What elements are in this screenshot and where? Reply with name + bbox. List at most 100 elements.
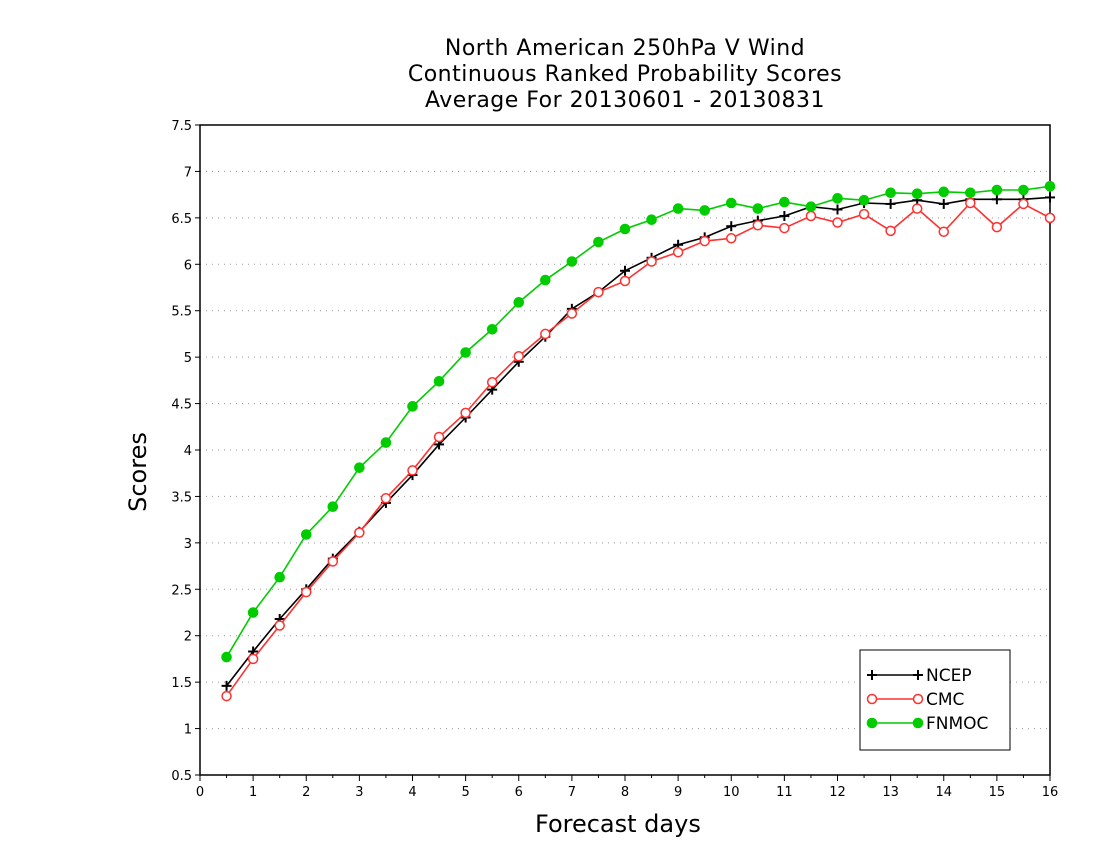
data-point-filled-circle xyxy=(619,223,631,235)
data-point-filled-circle xyxy=(1044,180,1056,192)
y-tick-label: 5.5 xyxy=(171,305,192,320)
data-point-open-circle xyxy=(460,407,471,419)
data-point-plus xyxy=(938,198,949,209)
data-point-filled-circle xyxy=(486,323,498,335)
x-tick-label: 16 xyxy=(1042,785,1059,800)
data-point-open-circle xyxy=(247,653,259,665)
x-tick-label: 6 xyxy=(515,785,523,800)
series-line xyxy=(225,185,1051,658)
data-point-open-circle xyxy=(938,226,949,238)
y-tick-label: 3.5 xyxy=(171,490,192,505)
legend-entry-cmc: CMC xyxy=(866,690,964,710)
data-point-filled-circle xyxy=(779,196,790,208)
data-point-filled-circle xyxy=(593,236,604,248)
y-tick-label: 6.5 xyxy=(171,212,192,227)
legend: NCEP CMC FNMOC xyxy=(859,649,1011,751)
data-point-plus xyxy=(867,670,877,680)
data-point-filled-circle xyxy=(221,651,232,663)
data-point-plus xyxy=(221,680,232,691)
data-point-filled-circle xyxy=(327,501,339,512)
legend-entry-fnmoc: FNMOC xyxy=(866,714,988,734)
data-point-open-circle xyxy=(885,225,896,237)
data-point-open-circle xyxy=(672,246,684,258)
data-point-filled-circle xyxy=(912,717,924,729)
data-point-filled-circle xyxy=(805,201,817,213)
data-point-filled-circle xyxy=(866,717,878,729)
x-tick-label: 14 xyxy=(935,785,952,800)
series-fnmoc xyxy=(221,180,1056,663)
data-point-filled-circle xyxy=(646,214,657,226)
x-tick-label: 11 xyxy=(776,785,793,800)
data-point-filled-circle xyxy=(965,187,976,199)
chart-title-line-2: Continuous Ranked Probability Scores xyxy=(407,62,843,87)
data-point-open-circle xyxy=(513,350,524,362)
data-point-open-circle xyxy=(752,220,764,231)
data-point-filled-circle xyxy=(858,194,870,206)
y-tick-label: 6 xyxy=(184,258,192,273)
data-point-filled-circle xyxy=(380,437,392,448)
data-point-open-circle xyxy=(726,233,737,244)
data-series xyxy=(221,180,1056,702)
data-point-filled-circle xyxy=(991,184,1003,196)
data-point-open-circle xyxy=(274,620,285,631)
legend-label: CMC xyxy=(926,690,964,710)
data-point-filled-circle xyxy=(460,347,471,358)
data-point-open-circle xyxy=(433,431,445,443)
y-tick-label: 2 xyxy=(184,630,192,645)
chart-title-line-3: Average For 20130601 - 20130831 xyxy=(424,88,826,113)
data-point-filled-circle xyxy=(911,188,923,200)
y-axis-label: Scores xyxy=(123,432,152,512)
data-point-open-circle xyxy=(858,208,870,220)
x-tick-label: 10 xyxy=(723,785,740,800)
data-point-open-circle xyxy=(779,222,790,234)
data-point-open-circle xyxy=(540,328,551,340)
data-point-open-circle xyxy=(699,235,710,247)
x-tick-label: 1 xyxy=(249,785,257,800)
data-point-filled-circle xyxy=(566,256,578,267)
data-point-filled-circle xyxy=(725,197,737,209)
series-ncep xyxy=(221,192,1055,691)
data-point-open-circle xyxy=(646,256,657,267)
x-tick-label: 4 xyxy=(408,785,416,800)
data-point-open-circle xyxy=(593,286,604,298)
data-point-filled-circle xyxy=(885,187,896,199)
grid-lines xyxy=(200,170,1050,730)
data-point-open-circle xyxy=(566,308,578,319)
data-point-open-circle xyxy=(619,275,631,287)
data-point-plus xyxy=(913,670,923,680)
y-tick-label: 7 xyxy=(184,165,192,180)
data-point-filled-circle xyxy=(407,401,418,412)
y-tick-label: 4.5 xyxy=(171,398,192,413)
y-tick-label: 1.5 xyxy=(171,676,192,691)
x-tick-label: 13 xyxy=(882,785,899,800)
data-point-open-circle xyxy=(1044,212,1056,224)
series-cmc xyxy=(221,197,1056,702)
data-point-open-circle xyxy=(805,210,817,222)
data-point-open-circle xyxy=(832,217,843,228)
x-tick-label: 9 xyxy=(674,785,682,800)
data-point-filled-circle xyxy=(354,462,365,473)
data-point-filled-circle xyxy=(433,375,445,387)
data-point-plus xyxy=(779,211,790,221)
x-tick-label: 8 xyxy=(621,785,629,800)
data-point-open-circle xyxy=(354,527,365,538)
x-tick-label: 12 xyxy=(829,785,846,800)
data-point-open-circle xyxy=(327,556,339,567)
data-point-open-circle xyxy=(991,221,1003,233)
y-tick-label: 4 xyxy=(184,444,192,459)
y-tick-label: 2.5 xyxy=(171,583,192,598)
chart-title-line-1: North American 250hPa V Wind xyxy=(444,36,806,61)
y-tick-label: 1 xyxy=(184,723,192,738)
data-point-open-circle xyxy=(965,197,976,209)
data-point-open-circle xyxy=(1018,198,1029,210)
x-tick-label: 15 xyxy=(989,785,1006,800)
legend-entry-ncep: NCEP xyxy=(867,666,972,686)
legend-label: FNMOC xyxy=(926,714,988,734)
data-point-open-circle xyxy=(912,693,924,705)
data-point-open-circle xyxy=(407,465,418,476)
x-tick-label: 0 xyxy=(196,785,204,800)
data-point-plus xyxy=(832,204,843,215)
data-point-open-circle xyxy=(221,690,232,702)
data-point-filled-circle xyxy=(752,203,764,214)
